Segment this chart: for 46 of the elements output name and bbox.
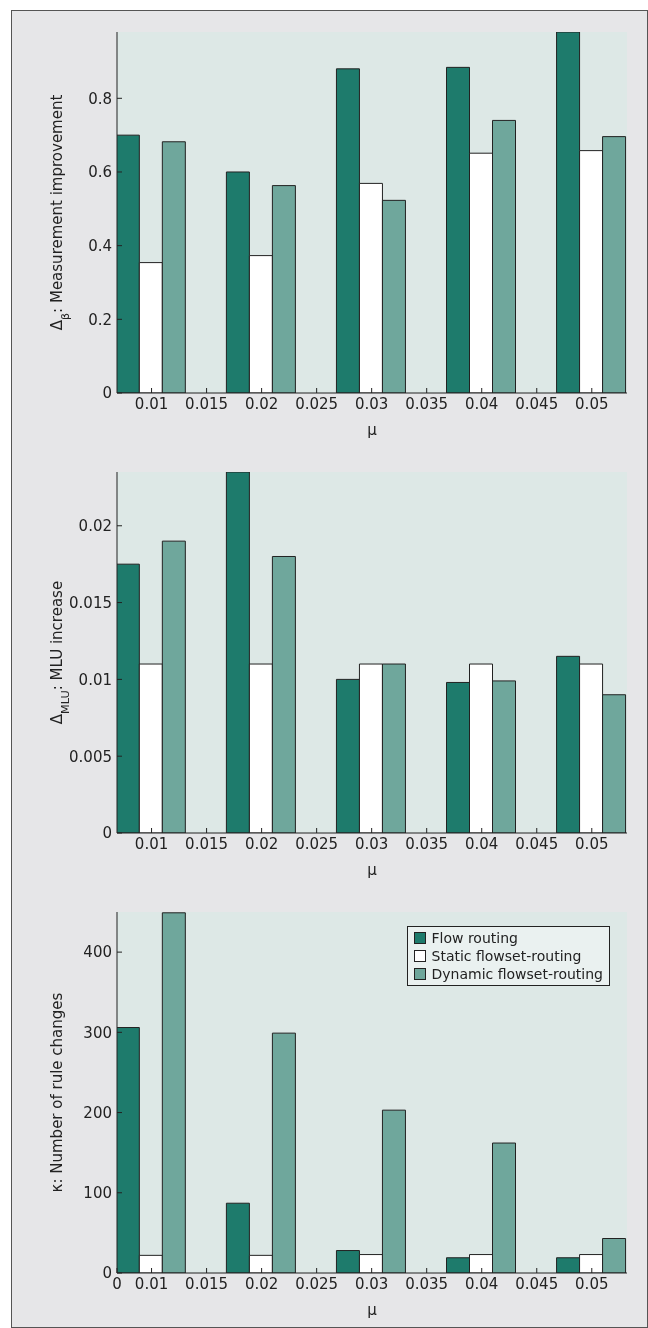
x-tick-label: 0.035	[405, 394, 449, 413]
x-tick-label: 0.03	[354, 834, 389, 853]
x-tick-label: 0.025	[295, 394, 339, 413]
x-tick-label: 0.02	[244, 834, 279, 853]
y-tick-label: 300	[83, 1023, 112, 1042]
x-axis-title: μ	[367, 421, 378, 439]
x-tick-label: 0.045	[515, 394, 559, 413]
x-tick-label: 0.04	[465, 1274, 499, 1293]
y-tick-label: 0.005	[69, 747, 112, 766]
x-tick-label: 0.03	[354, 394, 389, 413]
y-tick-label: 0.2	[88, 310, 112, 329]
x-tick-label: 0.04	[465, 394, 499, 413]
x-tick-label: 0.02	[244, 394, 279, 413]
y-tick-label: 200	[83, 1103, 112, 1122]
x-tick-label: 0.04	[465, 834, 499, 853]
y-tick-label: 0.015	[69, 593, 112, 612]
x-tick-label: 0.045	[515, 1274, 559, 1293]
y-tick-label: 0.02	[78, 517, 112, 536]
x-tick-label: 0.01	[134, 394, 169, 413]
x-tick-label: 0.035	[405, 834, 449, 853]
y-tick-label: 400	[83, 943, 112, 962]
y-axis-title: κ: Number of rule changes	[48, 992, 66, 1193]
x-tick-label: 0.01	[134, 834, 169, 853]
y-tick-label: 0.01	[78, 670, 112, 689]
x-tick-label: 0.015	[185, 834, 229, 853]
y-tick-label: 100	[83, 1184, 112, 1203]
x-tick-label: 0.015	[185, 1274, 229, 1293]
y-tick-label: 0.4	[88, 236, 112, 255]
y-tick-label: 0.8	[88, 89, 112, 108]
x-tick-label: 0.03	[354, 1274, 389, 1293]
legend-label: Flow routing	[431, 929, 518, 947]
x-tick-label: 0.05	[575, 834, 609, 853]
x-axis-title: μ	[367, 861, 378, 879]
x-tick-label: 0.01	[134, 1274, 169, 1293]
x-tick-label: 0.05	[575, 1274, 609, 1293]
x-tick-label: 0.025	[295, 1274, 339, 1293]
x-tick-label: 0.015	[185, 394, 229, 413]
x-tick-label: 0.02	[244, 1274, 279, 1293]
x-tick-label: 0.045	[515, 834, 559, 853]
x-axis-title: μ	[367, 1301, 378, 1319]
y-tick-label: 0.6	[88, 163, 112, 182]
x-tick-label: 0.05	[575, 394, 609, 413]
legend-label: Dynamic flowset-routing	[431, 965, 603, 983]
x-tick-label: 0.025	[295, 834, 339, 853]
x-tick-label: 0.035	[405, 1274, 449, 1293]
legend-label: Static flowset-routing	[431, 947, 582, 965]
